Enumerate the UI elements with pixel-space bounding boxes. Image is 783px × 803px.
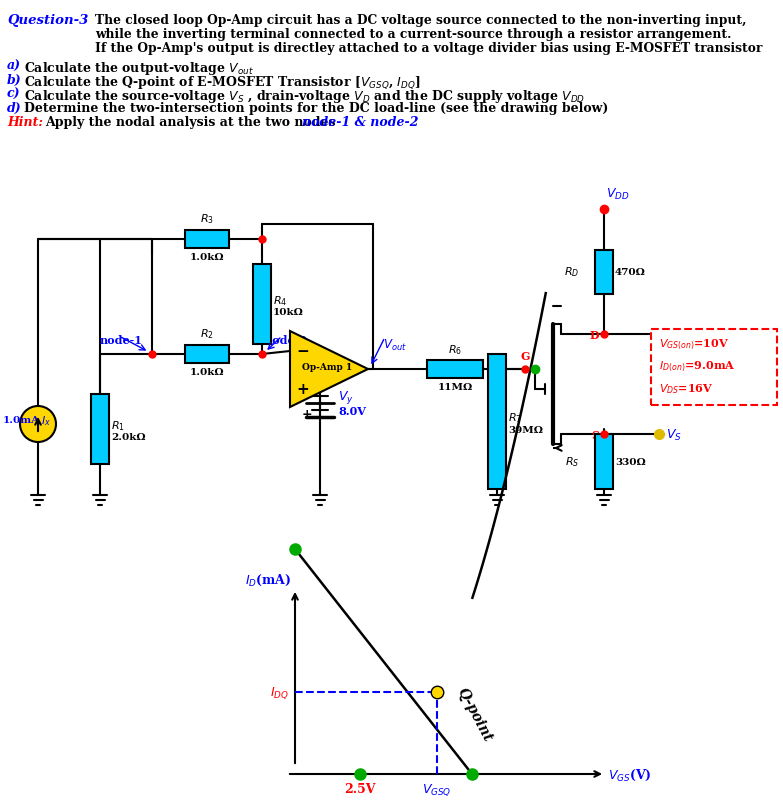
Text: Q-point: Q-point [455,685,495,744]
Text: 10kΩ: 10kΩ [273,308,304,317]
Text: node-1: node-1 [100,335,143,345]
Text: $V_D$: $V_D$ [666,327,683,342]
Text: $R_3$: $R_3$ [200,212,214,226]
Text: 8.0V: 8.0V [338,406,366,417]
Text: Calculate the output-voltage $V_{out}$: Calculate the output-voltage $V_{out}$ [24,60,254,77]
Text: The closed loop Op-Amp circuit has a DC voltage source connected to the non-inve: The closed loop Op-Amp circuit has a DC … [95,14,746,27]
Text: a): a) [7,60,21,73]
Text: Hint:: Hint: [7,116,43,128]
Text: 2.0kΩ: 2.0kΩ [111,433,146,442]
Text: Op-Amp 1: Op-Amp 1 [302,363,352,372]
Text: Calculate the source-voltage $V_S$ , drain-voltage $V_D$ and the DC supply volta: Calculate the source-voltage $V_S$ , dra… [24,88,586,105]
Bar [91,394,109,464]
Text: $R_S$: $R_S$ [565,455,579,469]
Text: $R_1$: $R_1$ [111,418,125,432]
Bar [488,355,506,489]
Text: +: + [296,382,309,397]
Text: node-2: node-2 [265,335,308,345]
Text: $I_{D(on)}$=9.0mA: $I_{D(on)}$=9.0mA [659,360,735,374]
Text: $V_{DD}$: $V_{DD}$ [606,186,630,202]
Text: $V_{GSQ}$: $V_{GSQ}$ [422,781,451,797]
Text: 1.0kΩ: 1.0kΩ [189,368,224,377]
Circle shape [20,406,56,442]
Text: 39MΩ: 39MΩ [508,426,543,434]
Text: $I_x$: $I_x$ [41,414,51,427]
Text: 1.0kΩ: 1.0kΩ [189,253,224,262]
Text: $V_{out}$: $V_{out}$ [383,337,406,353]
Polygon shape [290,332,368,407]
Text: G: G [520,351,530,361]
Bar [185,230,229,249]
Bar [595,251,613,294]
Text: node-1 & node-2: node-1 & node-2 [302,116,418,128]
Text: 1.0mA: 1.0mA [3,416,40,425]
Bar [427,361,483,378]
Text: b): b) [7,74,22,87]
Text: Question-3: Question-3 [7,14,88,27]
Text: $V_S$: $V_S$ [666,427,682,442]
Text: $R_D$: $R_D$ [564,265,579,279]
Text: $V_y$: $V_y$ [338,389,354,406]
Text: −: − [296,344,309,359]
Text: S: S [591,430,599,441]
Text: $V_{GS}$(V): $V_{GS}$(V) [608,766,651,781]
Text: d): d) [7,102,22,115]
Text: $V_{GS(on)}$=10V: $V_{GS(on)}$=10V [659,337,729,352]
Bar [595,434,613,489]
Text: $V_{DS}$=16V: $V_{DS}$=16V [659,381,713,395]
Text: 330Ω: 330Ω [615,458,646,467]
Text: 470Ω: 470Ω [615,267,646,277]
Text: 11MΩ: 11MΩ [438,382,473,392]
Bar [253,265,271,344]
Text: while the inverting terminal connected to a current-source through a resistor ar: while the inverting terminal connected t… [95,28,731,41]
Text: $I_{DQ}$: $I_{DQ}$ [270,684,289,700]
Text: D: D [590,330,599,341]
Text: +: + [302,408,312,421]
Text: Apply the nodal analysis at the two nodes: Apply the nodal analysis at the two node… [45,116,340,128]
Text: $R_2$: $R_2$ [200,327,214,340]
Text: c): c) [7,88,20,101]
Text: Determine the two-intersection points for the DC load-line (see the drawing belo: Determine the two-intersection points fo… [24,102,608,115]
Text: 2.5V: 2.5V [345,782,376,795]
Text: If the Op-Amp's output is directley attached to a voltage divider bias using E-M: If the Op-Amp's output is directley atta… [95,42,763,55]
Text: $I_D$(mA): $I_D$(mA) [244,572,291,587]
Text: Calculate the Q-point of E-MOSFET Transistor [$V_{GSQ}$, $I_{DQ}$]: Calculate the Q-point of E-MOSFET Transi… [24,74,421,91]
Text: $R_6$: $R_6$ [448,343,462,357]
Text: $R_4$: $R_4$ [273,294,287,308]
Bar [185,345,229,364]
Text: $R_7$: $R_7$ [508,411,522,425]
FancyBboxPatch shape [651,329,777,406]
